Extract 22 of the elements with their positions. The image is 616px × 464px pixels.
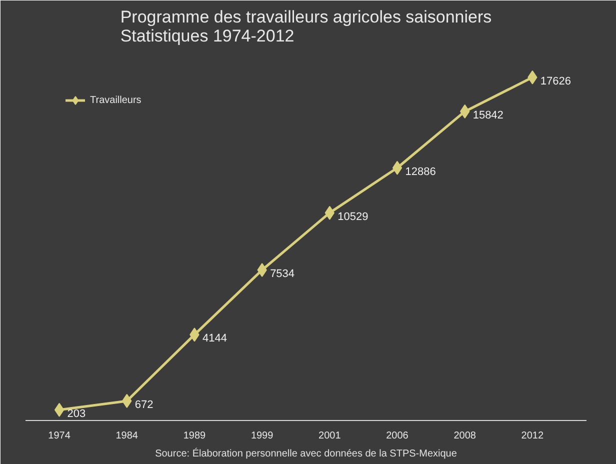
data-label: 10529: [338, 210, 368, 223]
data-label: 15842: [472, 109, 504, 122]
point: [54, 402, 64, 417]
x-tick-label: 1984: [116, 430, 138, 442]
x-tick-label: 2006: [386, 430, 409, 442]
data-label: 17626: [540, 75, 572, 88]
x-tick-label: 1989: [183, 430, 206, 442]
x-tick-label: 2008: [454, 430, 476, 442]
x-tick-label: 2001: [318, 430, 342, 442]
data-label: 12886: [405, 166, 436, 178]
data-label: 672: [134, 398, 154, 411]
legend-label: Travailleurs: [90, 94, 142, 106]
chart-title: Programme des travailleurs agricoles saisonniers Statistiques 1974-2012: [120, 8, 492, 46]
data-label: 7534: [270, 268, 295, 280]
x-tick-label: 1999: [250, 430, 274, 442]
point: [257, 263, 267, 277]
data-label: 203: [67, 408, 86, 420]
x-tick-label: 1974: [48, 430, 71, 442]
x-tick-label: 2012: [521, 430, 544, 442]
source-note: Source: Élaboration personnelle avec données de la STPS-Mexique: [155, 448, 458, 460]
data-label: 4144: [202, 332, 227, 345]
point: [392, 160, 402, 175]
